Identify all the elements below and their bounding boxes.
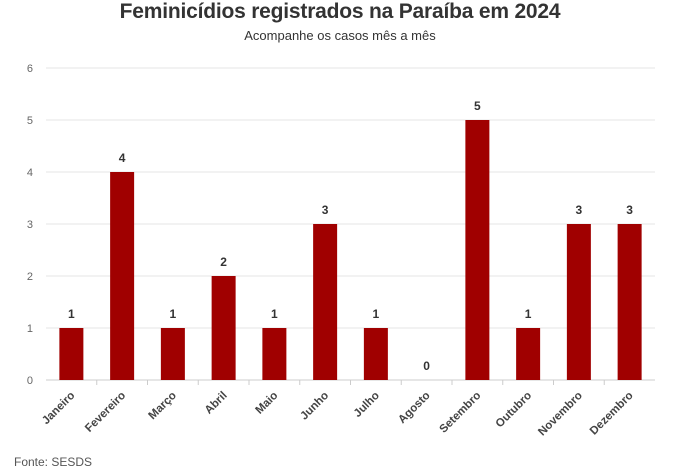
bar — [110, 172, 135, 380]
y-tick-label: 6 — [27, 63, 33, 75]
chart-source: Fonte: SESDS — [14, 455, 93, 469]
chart-title: Feminicídios registrados na Paraíba em 2… — [119, 0, 561, 23]
y-tick-label: 0 — [27, 375, 33, 387]
data-label: 1 — [271, 307, 278, 321]
data-label: 3 — [322, 203, 329, 217]
bar — [617, 224, 642, 380]
x-tick-label: Março — [147, 390, 179, 422]
chart-subtitle: Acompanhe os casos mês a mês — [244, 28, 436, 43]
y-tick-label: 4 — [27, 167, 33, 179]
data-label: 0 — [423, 359, 430, 373]
data-label: 5 — [474, 99, 481, 113]
x-tick-label: Maio — [253, 390, 280, 417]
data-label: 3 — [626, 203, 633, 217]
x-tick-label: Outubro — [494, 390, 535, 431]
bar — [262, 328, 287, 380]
bar — [59, 328, 84, 380]
y-tick-label: 1 — [27, 323, 33, 335]
bar — [566, 224, 591, 380]
bar — [516, 328, 541, 380]
bar — [465, 120, 490, 380]
data-label: 1 — [68, 307, 75, 321]
data-label: 2 — [220, 255, 227, 269]
bar — [363, 328, 388, 380]
bar — [313, 224, 338, 380]
y-tick-label: 2 — [27, 271, 33, 283]
x-tick-label: Setembro — [438, 390, 484, 436]
bar — [160, 328, 185, 380]
x-tick-label: Dezembro — [588, 390, 636, 438]
x-tick-label: Janeiro — [40, 390, 77, 427]
y-tick-label: 5 — [27, 115, 33, 127]
bar — [211, 276, 236, 380]
x-tick-label: Novembro — [536, 390, 585, 439]
data-label: 4 — [119, 151, 126, 165]
data-label: 3 — [576, 203, 583, 217]
x-tick-label: Julho — [352, 390, 382, 420]
x-tick-label: Junho — [298, 390, 331, 423]
data-label: 1 — [525, 307, 532, 321]
data-label: 1 — [373, 307, 380, 321]
x-tick-label: Fevereiro — [83, 390, 128, 435]
x-tick-label: Abril — [203, 390, 230, 417]
y-tick-label: 3 — [27, 219, 33, 231]
data-label: 1 — [170, 307, 177, 321]
x-tick-label: Agosto — [396, 390, 432, 426]
